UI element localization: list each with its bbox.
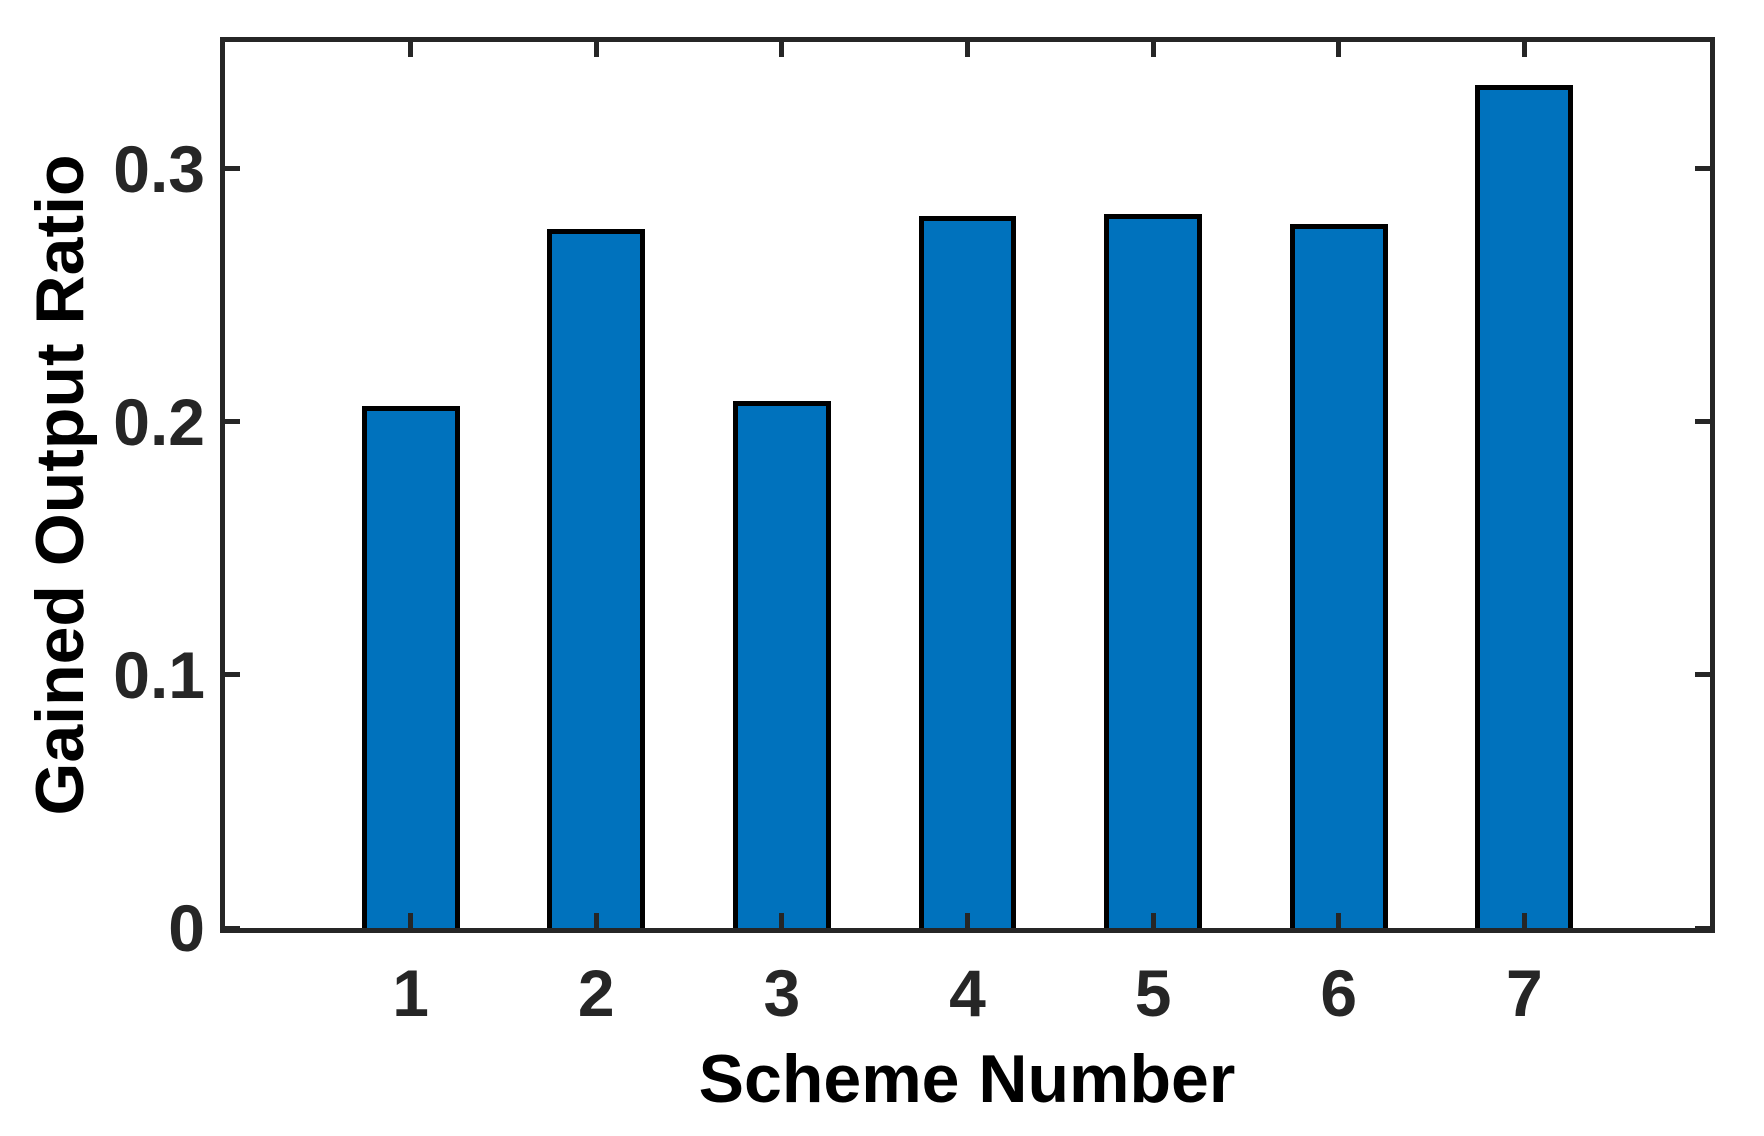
x-tick-bottom: [1150, 913, 1156, 928]
y-tick-right: [1695, 672, 1710, 678]
x-tick-top: [593, 42, 599, 57]
bar-scheme-7: [1475, 84, 1574, 928]
bar-scheme-1: [361, 406, 460, 928]
x-tick-label: 5: [1134, 956, 1172, 1030]
x-tick-bottom: [965, 913, 970, 928]
x-tick-label: 4: [949, 956, 986, 1030]
y-tick-right: [1695, 419, 1710, 425]
x-tick-bottom: [779, 913, 785, 928]
x-tick-bottom: [1336, 913, 1342, 928]
y-tick-right: [1695, 166, 1710, 172]
y-tick-label: 0.2: [113, 384, 205, 459]
x-tick-bottom: [408, 913, 414, 928]
y-tick-right: [1695, 925, 1710, 931]
bar-scheme-3: [732, 401, 831, 928]
x-tick-bottom: [1521, 913, 1527, 928]
x-tick-top: [1336, 42, 1342, 57]
x-tick-label: 2: [577, 956, 615, 1030]
x-tick-top: [1521, 42, 1527, 57]
bar-scheme-5: [1104, 213, 1203, 928]
x-tick-top: [1150, 42, 1156, 57]
x-tick-label: 6: [1320, 956, 1358, 1030]
bar-scheme-6: [1289, 223, 1388, 928]
y-tick-left: [225, 925, 240, 931]
x-tick-label: 7: [1506, 956, 1543, 1030]
y-tick-left: [225, 672, 240, 678]
x-tick-top: [408, 42, 414, 57]
y-tick-label: 0.3: [113, 131, 205, 206]
x-tick-bottom: [593, 913, 599, 928]
x-tick-top: [965, 42, 970, 57]
y-tick-left: [225, 419, 240, 425]
bar-scheme-4: [918, 216, 1017, 928]
x-tick-label: 1: [392, 956, 429, 1030]
x-tick-top: [779, 42, 785, 57]
y-tick-label: 0: [168, 891, 205, 965]
plot-area: [220, 37, 1715, 933]
y-tick-label: 0.1: [113, 637, 205, 712]
bar-scheme-2: [547, 228, 646, 928]
x-axis-label: Scheme Number: [698, 1041, 1236, 1117]
x-tick-label: 3: [763, 956, 801, 1030]
y-tick-left: [225, 166, 240, 172]
y-axis-label: Gained Output Ratio: [22, 154, 98, 816]
